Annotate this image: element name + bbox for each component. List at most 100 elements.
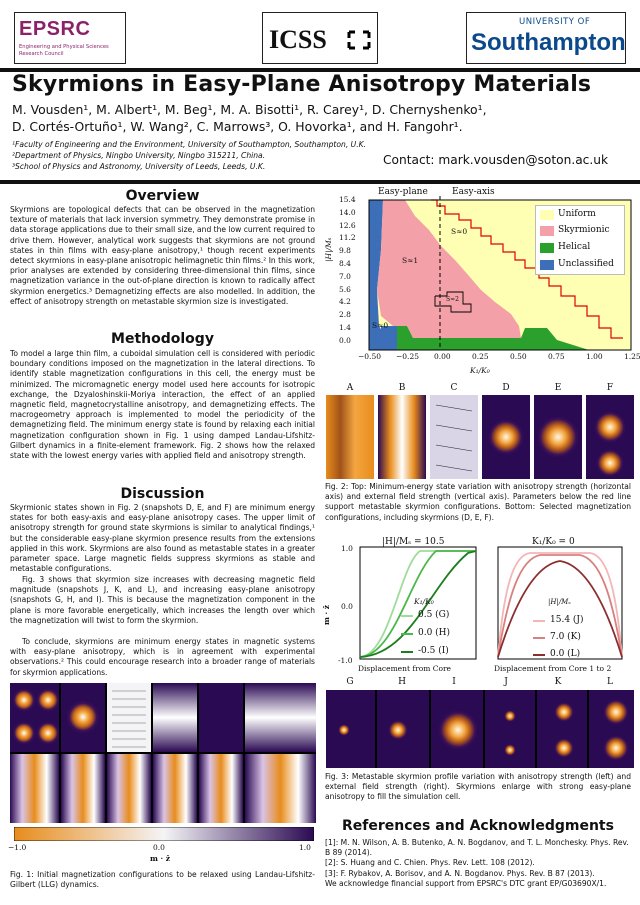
methodology-heading: Methodology [111, 331, 214, 347]
fig2-ytick: 4.2 [339, 297, 351, 307]
authors-line-2: D. Cortés-Ortuño¹, W. Wang², C. Marrows³… [12, 119, 463, 134]
fig2-xtick: 0.50 [510, 352, 527, 361]
poster-title: Skyrmions in Easy-Plane Anisotropy Mater… [12, 72, 592, 97]
fig3-right-plot [497, 546, 623, 660]
overview-text: Skyrmions are topological defects that c… [10, 205, 315, 306]
reference-3: [3]: F. Rybakov, A. Borisov, and A. N. B… [325, 869, 595, 878]
legend-helical: Helical [558, 242, 591, 252]
fig1-cbar-label: m · ẑ [150, 854, 171, 863]
snapshot-letter: F [606, 383, 614, 393]
fig2-caption: Fig. 2: Top: Minimum-energy state variat… [325, 482, 631, 522]
fig3-left-legend-title: K₁/K₀ [414, 597, 434, 606]
fig2-ytick: 1.4 [339, 323, 351, 332]
legend-swatch-helical [540, 243, 554, 253]
fig3-right-title: K₁/K₀ = 0 [532, 537, 575, 547]
header-rule [0, 68, 640, 72]
fig3-left-plot [359, 546, 477, 660]
overview-heading: Overview [125, 188, 200, 204]
fig2-xtick: 1.25 [624, 352, 640, 361]
fig2-annot-s0-bottom: S≈0 [372, 321, 389, 330]
fig3-left-ytick-bot: -1.0 [338, 656, 353, 665]
fig3-caption: Fig. 3: Metastable skyrmion profile vari… [325, 772, 631, 802]
fig3-right-legend-l: 0.0 (L) [550, 649, 581, 659]
icss-logo: ICSS [262, 12, 378, 64]
fig3-left-ytick-mid: 0.0 [341, 602, 353, 611]
fig1-caption: Fig. 1: Initial magnetization configurat… [10, 870, 315, 890]
fig2-annot-s2: S≈2 [446, 296, 459, 303]
fig2-xtick: 0.25 [472, 352, 489, 361]
fig2-ytick: 8.4 [339, 259, 351, 268]
fig3-right-legend-title: |H|/Mₛ [548, 598, 571, 606]
fig2-annot-s0-top: S≈0 [451, 227, 468, 236]
epsrc-wordmark: EPSRC [19, 18, 91, 40]
fig3-right-legend-line-k [533, 637, 545, 639]
fig2-xtick: −0.25 [396, 352, 419, 361]
snapshot-letter: H [398, 677, 406, 687]
methodology-text: To model a large thin film, a cuboidal s… [10, 349, 315, 461]
discussion-p3: To conclude, skyrmions are minimum energ… [10, 637, 315, 677]
fig2-ytick: 2.8 [339, 310, 351, 320]
fig2-legend: Uniform Skyrmionic Helical Unclassified [535, 205, 625, 275]
affiliation-2: ²Department of Physics, Ningbo Universit… [12, 151, 266, 160]
icss-wordmark: ICSS [269, 25, 327, 54]
legend-uniform: Uniform [558, 209, 596, 219]
fig3-left-legend-h: 0.0 (H) [418, 628, 451, 638]
references-heading: References and Acknowledgments [342, 818, 614, 834]
fig3-right-legend-line-l [533, 654, 545, 656]
fig2-region-easy-plane: Easy-plane [378, 187, 428, 197]
snapshot-letter: E [554, 383, 562, 393]
bracket-icon [347, 30, 371, 50]
fig2-ytick: 5.6 [339, 284, 351, 294]
fig2-ytick: 0.0 [339, 335, 351, 345]
fig2-phase-diagram [368, 196, 632, 351]
fig1-cbar-tick-min: −1.0 [8, 843, 27, 852]
title-rule [0, 180, 640, 184]
legend-swatch-skyrmionic [540, 226, 554, 236]
epsrc-sub2: Research Council [19, 51, 64, 57]
fig2-region-easy-axis: Easy-axis [452, 187, 495, 197]
fig2-xtick: 0.75 [548, 352, 565, 361]
fig3-left-legend-g: 0.5 (G) [418, 610, 450, 620]
reference-1: [1]: M. N. Wilson, A. B. Butenko, A. N. … [325, 838, 629, 858]
fig3-left-xlabel: Displacement from Core [358, 664, 451, 673]
fig2-ytick: 12.6 [339, 220, 356, 230]
discussion-p2: Fig. 3 shows that skyrmion size increase… [10, 575, 315, 625]
snapshot-letter: A [346, 383, 354, 393]
southampton-logo: UNIVERSITY OF Southampton [466, 12, 626, 64]
fig1-colorbar [14, 827, 314, 841]
contact-email: Contact: mark.vousden@soton.ac.uk [383, 153, 609, 167]
legend-skyrmionic: Skyrmionic [558, 225, 610, 235]
fig2-xtick: 1.00 [586, 352, 603, 361]
snapshot-letter: B [398, 383, 406, 393]
affiliation-1: ¹Faculty of Engineering and the Environm… [12, 140, 367, 149]
southampton-wordmark: Southampton [471, 29, 626, 56]
fig3-left-legend-line-h [401, 633, 413, 635]
fig2-xtick: 0.00 [434, 352, 451, 361]
snapshot-letter: K [554, 677, 562, 687]
fig3-right-legend-k: 7.0 (K) [550, 632, 581, 642]
snapshot-letter: C [450, 383, 458, 393]
fig3-left-legend-i: -0.5 (I) [418, 646, 449, 656]
fig2-annot-s1: S≈1 [402, 256, 419, 265]
fig3-left-ytick-top: 1.0 [341, 544, 353, 553]
snapshot-letter: I [452, 677, 456, 687]
fig2-xlabel: K₁/K₀ [470, 366, 490, 375]
fig3-ylabel: m · ẑ [322, 604, 331, 625]
fig2-ytick: 9.8 [339, 246, 351, 256]
fig3-left-legend-line-g [401, 615, 413, 617]
fig3-left-title: |H|/Mₛ = 10.5 [382, 537, 445, 547]
fig1-cbar-tick-mid: 0.0 [153, 843, 165, 852]
southampton-top: UNIVERSITY OF [519, 17, 591, 27]
fig3-right-xlabel: Displacement from Core 1 to 2 [494, 664, 612, 673]
fig1-cbar-tick-max: 1.0 [299, 843, 311, 852]
fig2-snapshots [326, 395, 634, 479]
reference-2: [2]: S. Huang and C. Chien. Phys. Rev. L… [325, 858, 535, 867]
fig2-xtick: −0.50 [358, 352, 381, 361]
snapshot-letter: G [346, 677, 354, 687]
fig3-right-legend-j: 15.4 (J) [550, 615, 584, 625]
legend-unclassified: Unclassified [558, 259, 614, 269]
snapshot-letter: D [502, 383, 510, 393]
fig3-right-legend-line-j [533, 620, 545, 622]
snapshot-letter: L [607, 677, 613, 687]
authors: M. Vousden¹, M. Albert¹, M. Beg¹, M. A. … [12, 101, 632, 135]
